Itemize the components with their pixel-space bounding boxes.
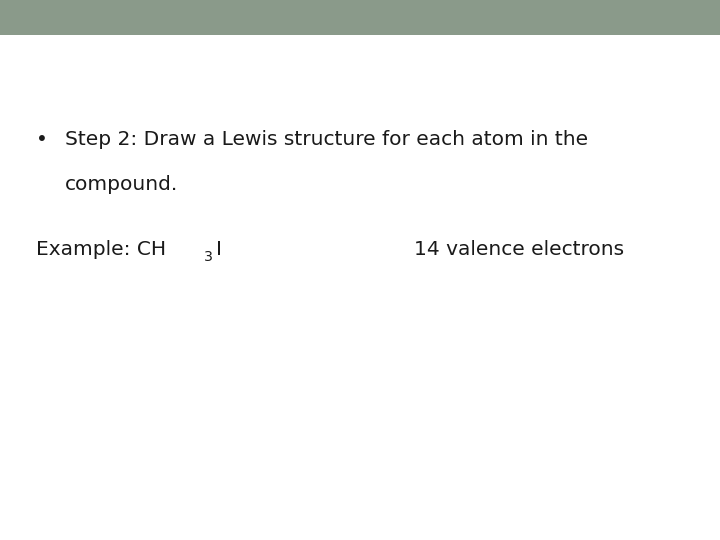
- Text: Example: CH: Example: CH: [36, 240, 166, 259]
- Text: Step 2: Draw a Lewis structure for each atom in the: Step 2: Draw a Lewis structure for each …: [65, 130, 588, 148]
- Text: •: •: [36, 130, 48, 148]
- Text: I: I: [215, 240, 222, 259]
- Text: 3: 3: [204, 250, 213, 264]
- Text: compound.: compound.: [65, 176, 178, 194]
- Text: 14 valence electrons: 14 valence electrons: [414, 240, 624, 259]
